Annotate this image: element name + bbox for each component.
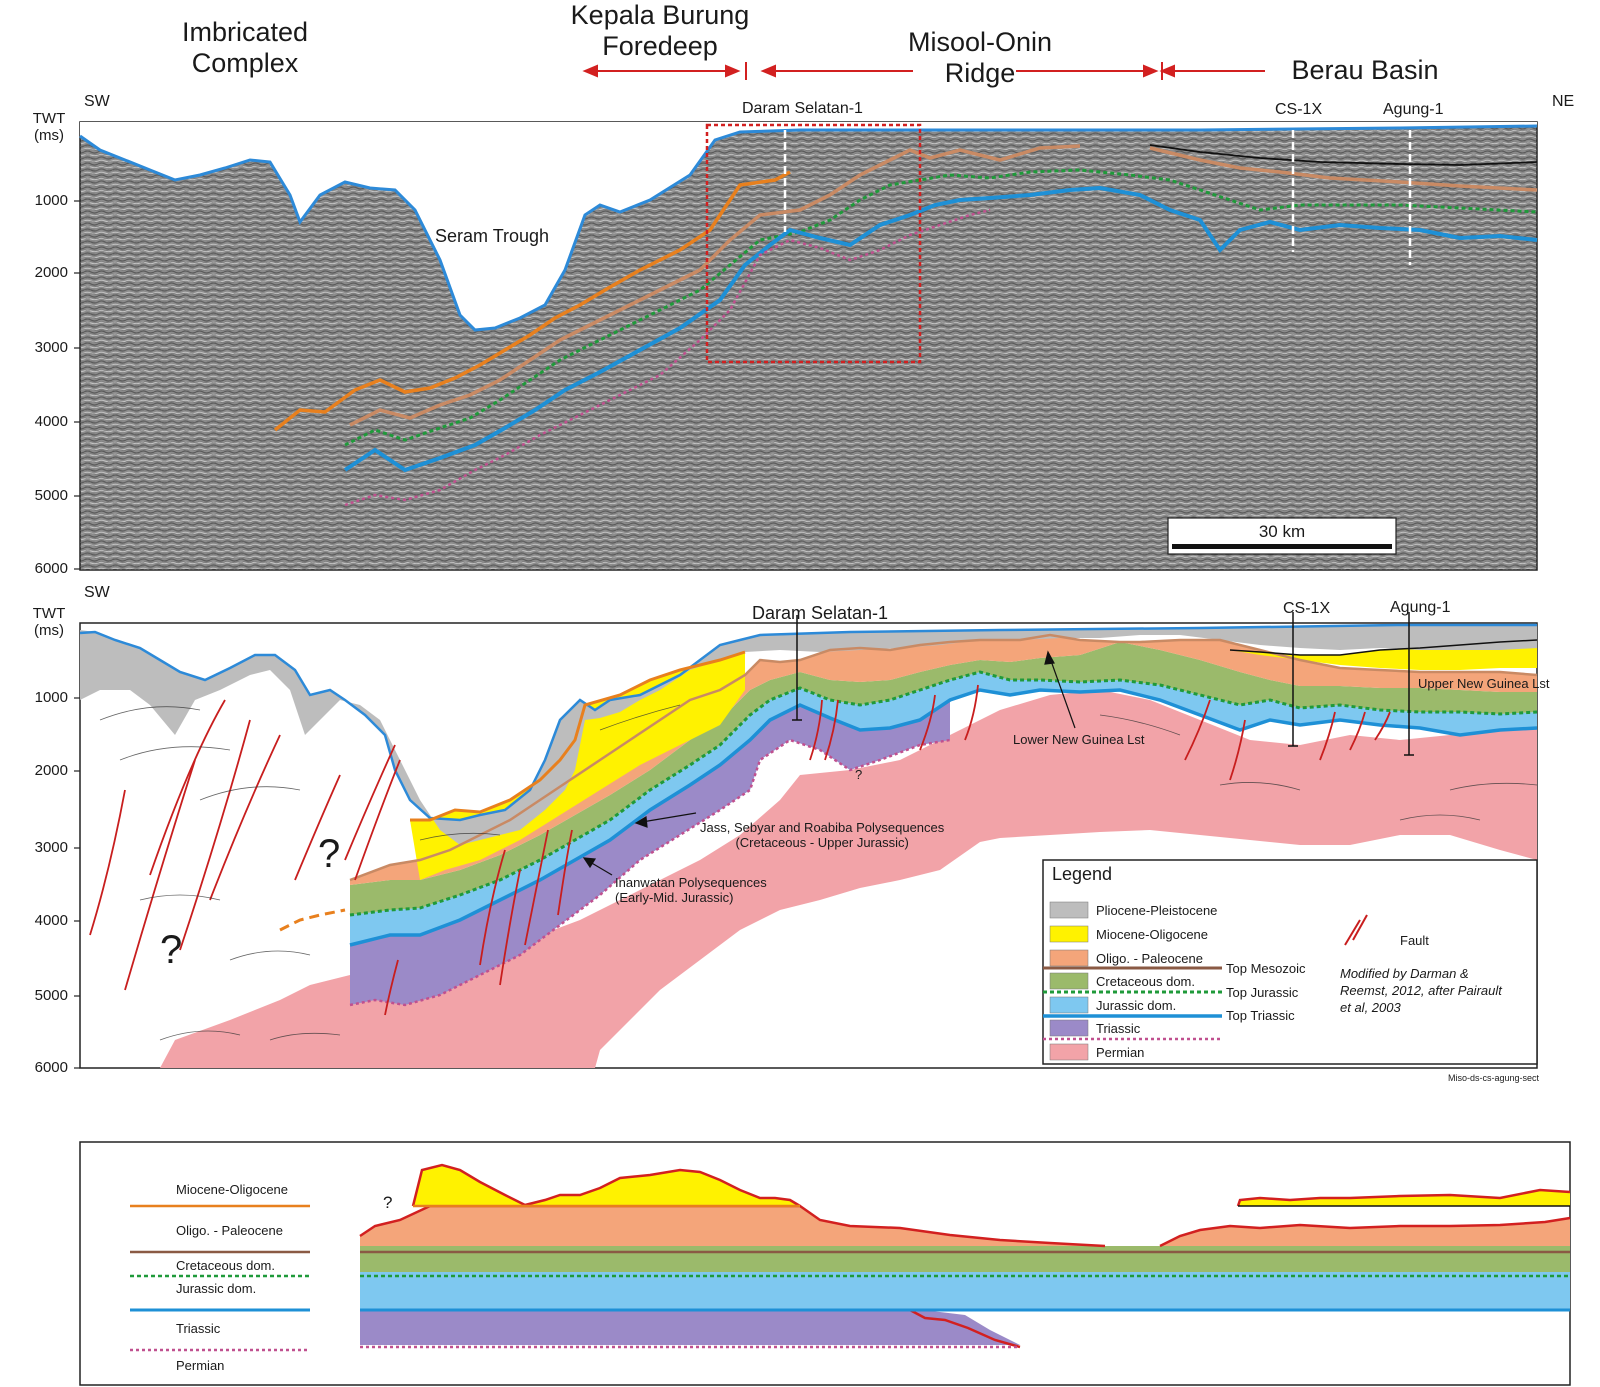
unknown-mark-3: ? bbox=[855, 767, 863, 782]
legend-credit: Modified by Darman & Reemst, 2012, after… bbox=[1340, 965, 1502, 1016]
credit-line3: et al, 2003 bbox=[1340, 1000, 1401, 1015]
well-label-daram-section: Daram Selatan-1 bbox=[752, 603, 889, 623]
legend-fault-label: Fault bbox=[1400, 933, 1429, 948]
wheeler-label-miocene: Miocene-Oligocene bbox=[176, 1182, 289, 1197]
axis-title-line2: (ms) bbox=[34, 622, 64, 639]
legend-item-permian: Permian bbox=[1096, 1045, 1145, 1060]
inanwatan-line1: Inanwatan Polysequences bbox=[615, 875, 767, 890]
axis-tick-section-4000: 4000 bbox=[34, 912, 68, 929]
axis-tick-top-6000: 6000 bbox=[34, 560, 68, 577]
legend-item-miocene: Miocene-Oligocene bbox=[1096, 927, 1209, 942]
legend-top-jurassic: Top Jurassic bbox=[1226, 985, 1299, 1000]
wheeler-label-triassic: Triassic bbox=[176, 1321, 221, 1336]
legend-item-pliocene: Pliocene-Pleistocene bbox=[1096, 903, 1218, 918]
legend-title: Legend bbox=[1052, 864, 1113, 884]
axis-title-line1: TWT bbox=[32, 605, 66, 622]
legend-top-mesozoic: Top Mesozoic bbox=[1226, 961, 1306, 976]
ne-label-top: NE bbox=[1552, 93, 1575, 110]
region-arrows bbox=[582, 62, 1265, 80]
axis-title-line2: (ms) bbox=[34, 127, 64, 144]
axis-tick-top-4000: 4000 bbox=[34, 413, 68, 430]
wheeler-label-permian: Permian bbox=[176, 1358, 225, 1373]
well-label-daram-top: Daram Selatan-1 bbox=[742, 100, 863, 117]
region-label-misool-onin: Misool-Onin Ridge bbox=[907, 27, 1053, 88]
axis-tick-top-5000: 5000 bbox=[34, 487, 68, 504]
unknown-mark-1: ? bbox=[318, 832, 341, 876]
sw-label-section: SW bbox=[84, 584, 110, 601]
legend-item-oligo: Oligo. - Paleocene bbox=[1096, 951, 1203, 966]
well-label-cs1x-section: CS-1X bbox=[1283, 600, 1331, 617]
scale-bar-label: 30 km bbox=[1258, 522, 1306, 541]
region-label-kepala-burung: Kepala Burung Foredeep bbox=[570, 0, 750, 61]
region-label-berau: Berau Basin bbox=[1291, 55, 1439, 85]
wheeler-label-cretaceous: Cretaceous dom. bbox=[176, 1258, 275, 1273]
well-label-agung-top: Agung-1 bbox=[1383, 101, 1444, 118]
lower-new-guinea-lst-label: Lower New Guinea Lst bbox=[1013, 732, 1145, 747]
jass-polysequences-label: Jass, Sebyar and Roabiba Polysequences (… bbox=[700, 820, 944, 850]
wheeler-label-jurassic: Jurassic dom. bbox=[176, 1281, 257, 1296]
wheeler-panel bbox=[79, 1141, 1571, 1386]
jass-line2: (Cretaceous - Upper Jurassic) bbox=[735, 835, 909, 850]
axis-tick-section-1000: 1000 bbox=[34, 689, 68, 706]
inanwatan-line2: (Early-Mid. Jurassic) bbox=[615, 890, 734, 905]
credit-line1: Modified by Darman & bbox=[1340, 966, 1469, 981]
legend-item-jurassic: Jurassic dom. bbox=[1096, 998, 1177, 1013]
credit-line2: Reemst, 2012, after Pairault bbox=[1340, 983, 1502, 998]
legend-item-triassic: Triassic bbox=[1096, 1021, 1141, 1036]
jass-line1: Jass, Sebyar and Roabiba Polysequences bbox=[700, 820, 945, 835]
seram-trough-label: Seram Trough bbox=[435, 226, 550, 246]
interpreted-section bbox=[74, 612, 1538, 1069]
region-label-imbricated: Imbricated Complex bbox=[181, 17, 309, 78]
inanwatan-polysequences-label: Inanwatan Polysequences (Early-Mid. Jura… bbox=[615, 875, 767, 905]
upper-new-guinea-lst-label: Upper New Guinea Lst bbox=[1418, 676, 1550, 691]
axis-tick-section-6000: 6000 bbox=[34, 1059, 68, 1076]
wheeler-label-oligo: Oligo. - Paleocene bbox=[176, 1223, 283, 1238]
axis-title-line1: TWT bbox=[32, 110, 66, 127]
wheeler-unknown-mark: ? bbox=[383, 1193, 393, 1212]
seismic-panel bbox=[74, 121, 1538, 571]
sw-label-top: SW bbox=[84, 93, 110, 110]
unknown-mark-2: ? bbox=[160, 928, 183, 972]
axis-title-section: TWT (ms) bbox=[24, 605, 74, 639]
legend-graphics bbox=[1042, 859, 1538, 1065]
axis-tick-top-3000: 3000 bbox=[34, 339, 68, 356]
legend-top-triassic: Top Triassic bbox=[1226, 1008, 1295, 1023]
figure-id-label: Miso-ds-cs-agung-sect bbox=[1448, 1073, 1540, 1083]
axis-tick-section-5000: 5000 bbox=[34, 987, 68, 1004]
well-label-agung-section: Agung-1 bbox=[1390, 599, 1451, 616]
axis-tick-top-2000: 2000 bbox=[34, 264, 68, 281]
axis-tick-section-2000: 2000 bbox=[34, 762, 68, 779]
legend-item-cretaceous: Cretaceous dom. bbox=[1096, 974, 1195, 989]
well-label-cs1x-top: CS-1X bbox=[1275, 101, 1323, 118]
axis-tick-section-3000: 3000 bbox=[34, 839, 68, 856]
axis-tick-top-1000: 1000 bbox=[34, 192, 68, 209]
axis-title-top: TWT (ms) bbox=[24, 110, 74, 144]
